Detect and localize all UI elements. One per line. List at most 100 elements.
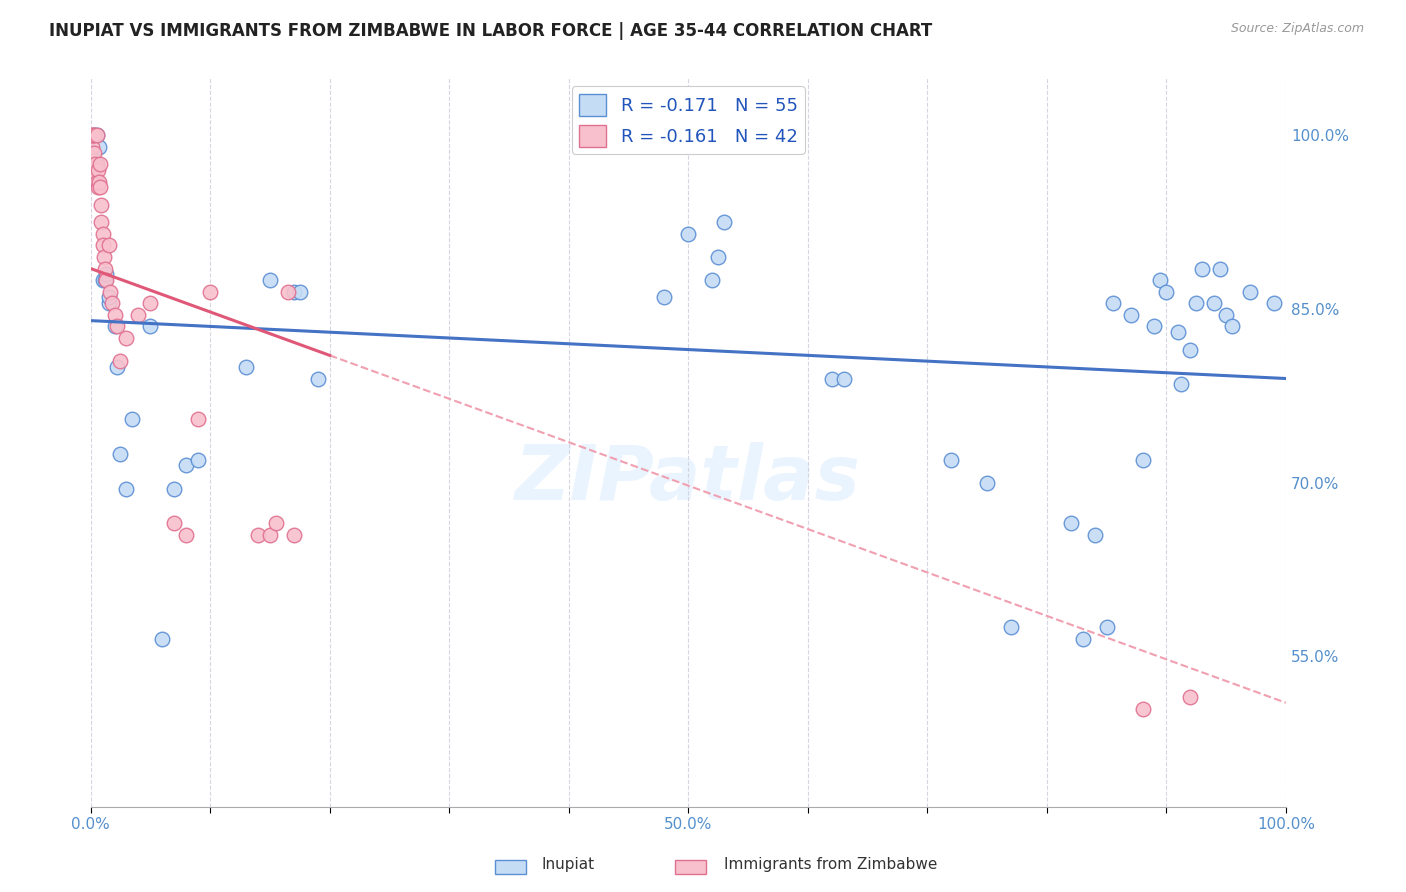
Point [707,250,730,264]
Text: Source: ZipAtlas.com: Source: ZipAtlas.com [1230,22,1364,36]
Point [187,412,209,426]
Point [713,215,735,229]
Point [1185,296,1208,310]
Point [83,128,105,143]
Point [264,516,287,531]
Point [97,290,120,304]
Point [101,296,124,310]
Point [103,308,125,322]
Point [174,458,197,473]
Point [187,452,209,467]
Point [283,285,305,299]
Point [976,475,998,490]
Text: Immigrants from Zimbabwe: Immigrants from Zimbabwe [724,857,938,872]
Point [84,157,107,171]
Point [1209,261,1232,276]
Point [86,157,108,171]
Point [1180,690,1202,704]
Point [91,238,114,252]
Point [93,250,115,264]
Point [87,175,110,189]
Point [110,447,132,461]
Point [307,371,329,385]
Point [89,180,111,194]
Point [96,268,118,282]
Point [90,215,112,229]
Point [163,516,186,531]
Point [1084,528,1107,542]
Point [288,285,311,299]
Point [90,198,112,212]
Point [1071,632,1094,646]
Point [91,273,114,287]
Legend: R = -0.171   N = 55, R = -0.161   N = 42: R = -0.171 N = 55, R = -0.161 N = 42 [572,87,804,154]
Point [1000,620,1022,634]
Point [702,273,724,287]
Point [150,632,173,646]
Point [91,227,114,241]
Point [1149,273,1171,287]
Point [198,285,221,299]
Point [174,528,197,542]
Point [82,128,104,143]
Point [83,145,105,160]
Point [1167,325,1189,339]
Point [821,371,844,385]
Point [105,359,128,374]
Point [654,290,676,304]
Point [1191,261,1213,276]
Point [89,157,111,171]
Point [80,140,103,154]
Point [80,128,103,143]
Point [83,128,105,143]
Point [1132,701,1154,715]
Point [86,175,108,189]
Point [832,371,855,385]
Point [1220,319,1243,334]
Point [283,528,305,542]
Point [678,227,700,241]
Point [1119,308,1142,322]
Point [97,238,120,252]
Point [94,273,117,287]
Point [1101,296,1123,310]
Point [87,163,110,178]
Point [86,128,108,143]
Point [84,169,107,183]
Point [246,528,269,542]
Point [1239,285,1261,299]
Point [1263,296,1285,310]
Text: INUPIAT VS IMMIGRANTS FROM ZIMBABWE IN LABOR FORCE | AGE 35-44 CORRELATION CHART: INUPIAT VS IMMIGRANTS FROM ZIMBABWE IN L… [49,22,932,40]
Point [94,261,117,276]
Point [163,482,186,496]
Point [1170,377,1192,392]
Point [277,285,299,299]
Point [97,296,120,310]
Point [127,308,149,322]
Text: ZIPatlas: ZIPatlas [515,442,862,516]
Point [103,319,125,334]
Point [1132,452,1154,467]
Point [96,273,118,287]
Point [1204,296,1226,310]
Point [235,359,257,374]
Point [98,285,121,299]
Point [1060,516,1083,531]
Point [87,180,110,194]
Point [1156,285,1178,299]
Point [259,528,281,542]
Point [259,273,281,287]
Point [1095,620,1118,634]
Point [1143,319,1166,334]
Point [115,482,138,496]
Point [1180,343,1202,357]
Point [139,319,162,334]
Point [110,354,132,368]
Point [139,296,162,310]
Point [1215,308,1237,322]
Point [105,319,128,334]
Point [121,412,143,426]
Point [86,128,108,143]
Point [82,157,104,171]
Point [115,331,138,345]
